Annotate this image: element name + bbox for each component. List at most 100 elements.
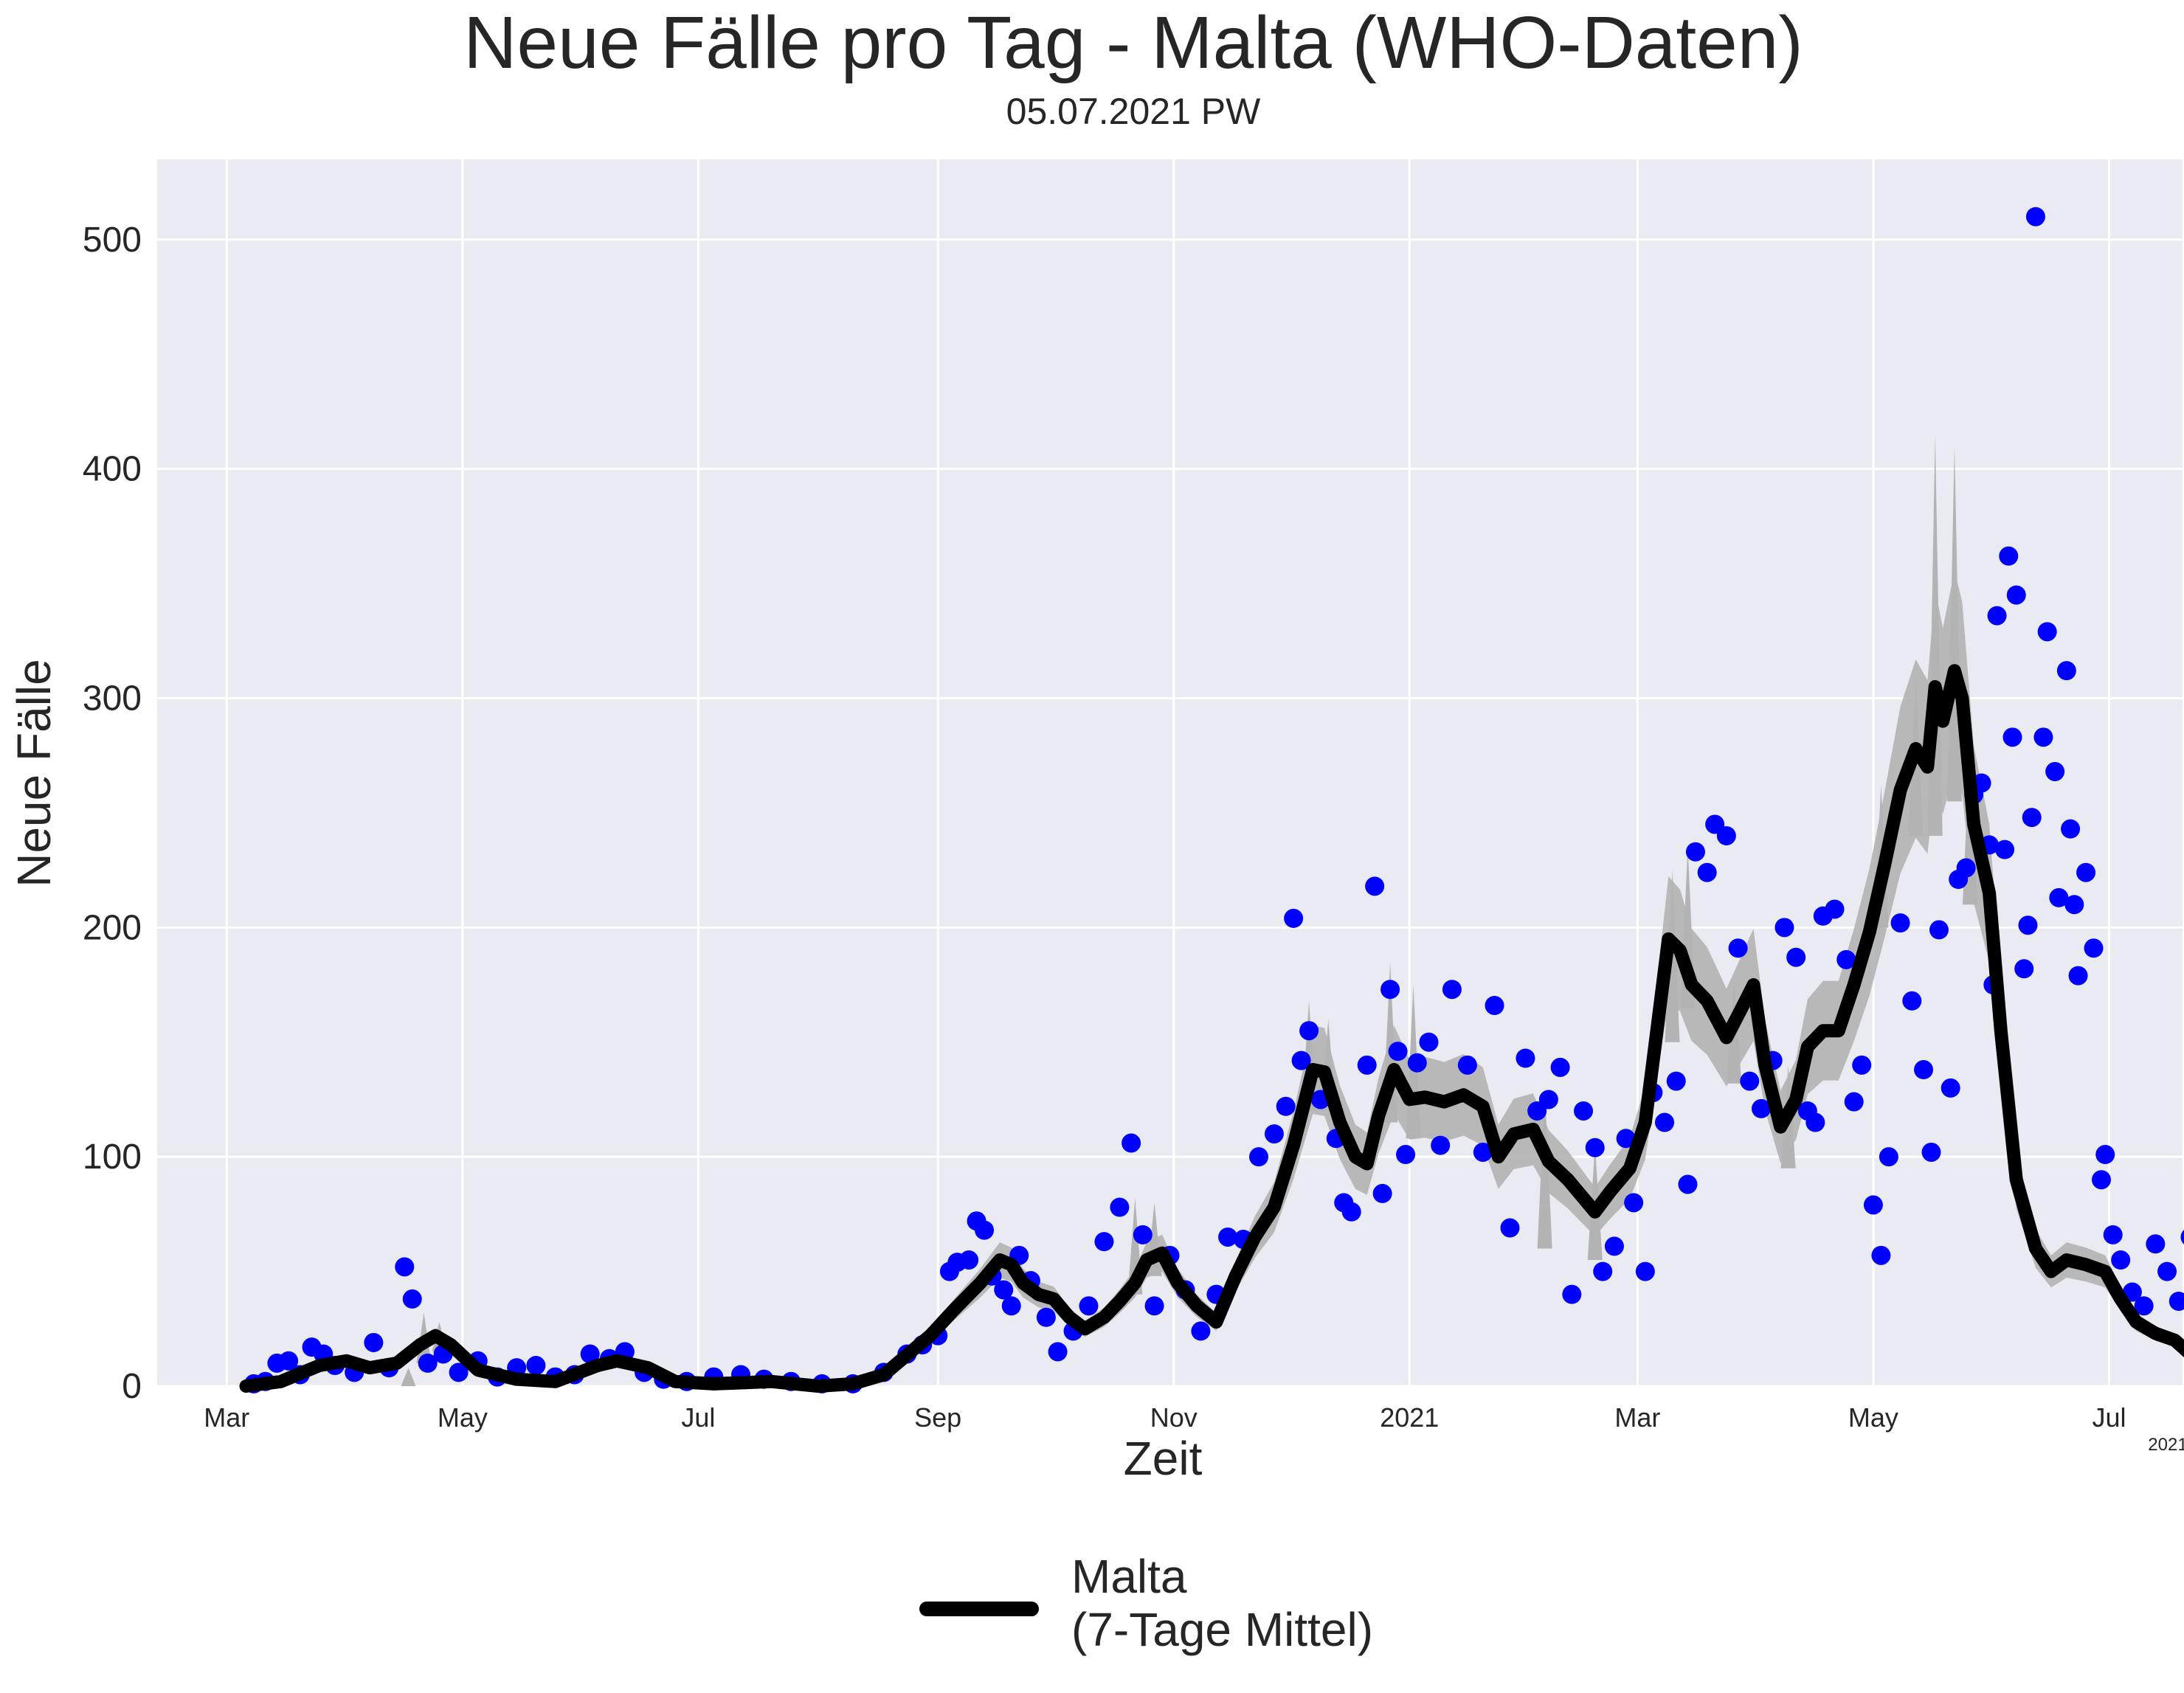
- data-point: [279, 1351, 299, 1371]
- data-point: [1372, 1183, 1392, 1203]
- data-point: [1995, 839, 2015, 859]
- x-axis-ticks: Mar May Jul Sep Nov 2021 Mar May Jul: [204, 1402, 2126, 1433]
- data-point: [1786, 947, 1806, 967]
- data-point: [1341, 1202, 1361, 1222]
- data-point: [2134, 1296, 2154, 1316]
- data-point: [1457, 1055, 1477, 1075]
- data-point: [1836, 949, 1856, 969]
- data-point: [1879, 1147, 1898, 1167]
- data-point: [2006, 585, 2026, 605]
- data-point: [1144, 1296, 1164, 1316]
- data-point: [1396, 1145, 1416, 1165]
- data-point: [1550, 1057, 1570, 1077]
- data-point: [1284, 908, 1304, 928]
- data-point: [1825, 899, 1845, 919]
- y-axis-ticks: 0 100 200 300 400 500: [83, 221, 142, 1406]
- data-point: [1697, 862, 1717, 882]
- data-point: [1218, 1227, 1238, 1247]
- data-point: [418, 1353, 438, 1373]
- data-point: [2180, 1230, 2184, 1244]
- legend-label: Malta (7-Tage Mittel): [1071, 1550, 1373, 1656]
- data-point: [1299, 1021, 1319, 1041]
- plot-area: [157, 159, 2183, 1386]
- data-point: [1538, 1090, 1558, 1109]
- data-point: [1365, 876, 1385, 896]
- data-point: [1380, 980, 1400, 1000]
- data-point: [2103, 1225, 2123, 1244]
- data-point: [1740, 1071, 1760, 1091]
- data-point: [1666, 1071, 1686, 1091]
- x-tick-label: Mar: [204, 1402, 249, 1433]
- y-axis-label: Neue Fälle: [7, 659, 61, 887]
- x-tick-label: Sep: [914, 1402, 961, 1433]
- data-point: [1562, 1284, 1582, 1304]
- data-point: [2014, 959, 2034, 979]
- data-point: [1500, 1218, 1520, 1238]
- data-point: [975, 1220, 995, 1240]
- data-point: [1191, 1321, 1211, 1341]
- data-point: [449, 1363, 469, 1382]
- data-point: [1655, 1112, 1675, 1132]
- data-point: [1624, 1193, 1644, 1213]
- data-point: [2157, 1261, 2177, 1281]
- data-point: [1604, 1236, 1624, 1256]
- data-point: [1048, 1342, 1068, 1362]
- data-point: [994, 1280, 1014, 1300]
- grid-lines: [157, 159, 2183, 1388]
- data-point: [1941, 1078, 1960, 1098]
- moving-average-line: [239, 664, 2184, 1393]
- data-point: [2111, 1250, 2131, 1270]
- x-tick-label: Mar: [1614, 1402, 1660, 1433]
- series-line-malta: [239, 664, 2184, 1393]
- x-tick-label: 2021: [1380, 1402, 1439, 1433]
- data-point: [395, 1257, 415, 1277]
- data-point: [1716, 825, 1736, 845]
- y-tick-label: 500: [83, 221, 142, 260]
- x-tick-label: Jul: [2092, 1402, 2126, 1433]
- data-point: [364, 1332, 384, 1352]
- data-point: [2146, 1234, 2166, 1254]
- data-point: [1999, 546, 2019, 566]
- data-point: [2122, 1282, 2142, 1302]
- data-point: [2169, 1291, 2184, 1311]
- data-point: [2091, 1170, 2111, 1190]
- data-point: [2084, 938, 2104, 958]
- legend: Malta (7-Tage Mittel): [919, 1550, 1373, 1656]
- data-point: [1921, 1142, 1941, 1162]
- data-point: [1276, 1096, 1296, 1116]
- data-point: [1431, 1135, 1451, 1155]
- data-point: [1774, 918, 1794, 938]
- data-point: [1248, 1147, 1268, 1167]
- data-point: [2037, 622, 2057, 642]
- data-point: [1036, 1307, 1056, 1327]
- data-point: [2076, 862, 2096, 882]
- data-point: [2022, 808, 2042, 828]
- data-point: [1871, 1245, 1891, 1265]
- data-point: [2018, 915, 2038, 935]
- data-point: [2033, 727, 2053, 747]
- data-point: [1914, 1060, 1934, 1080]
- legend-label-line: Malta: [1071, 1550, 1187, 1603]
- data-point: [1574, 1101, 1594, 1121]
- data-point: [1805, 1112, 1825, 1132]
- data-point: [1407, 1053, 1427, 1073]
- data-point: [1133, 1225, 1153, 1244]
- data-point: [2049, 887, 2069, 907]
- data-point: [1485, 996, 1504, 1016]
- x-axis-label: Zeit: [1124, 1432, 1203, 1485]
- data-point: [526, 1356, 546, 1376]
- data-point: [1890, 913, 1910, 933]
- data-point: [1678, 1174, 1698, 1194]
- data-point: [1751, 1098, 1771, 1118]
- data-point: [1516, 1048, 1535, 1068]
- daily-cases-points: [243, 207, 2184, 1393]
- x-tick-label: Jul: [681, 1402, 715, 1433]
- x-axis-offset-label: 2021: [2148, 1435, 2184, 1455]
- data-point: [959, 1250, 979, 1270]
- x-tick-label: May: [1848, 1402, 1898, 1433]
- y-tick-label: 100: [83, 1138, 142, 1177]
- data-point: [1863, 1195, 1883, 1215]
- x-tick-label: Nov: [1150, 1402, 1198, 1433]
- data-point: [1291, 1050, 1311, 1070]
- data-point: [1079, 1296, 1099, 1316]
